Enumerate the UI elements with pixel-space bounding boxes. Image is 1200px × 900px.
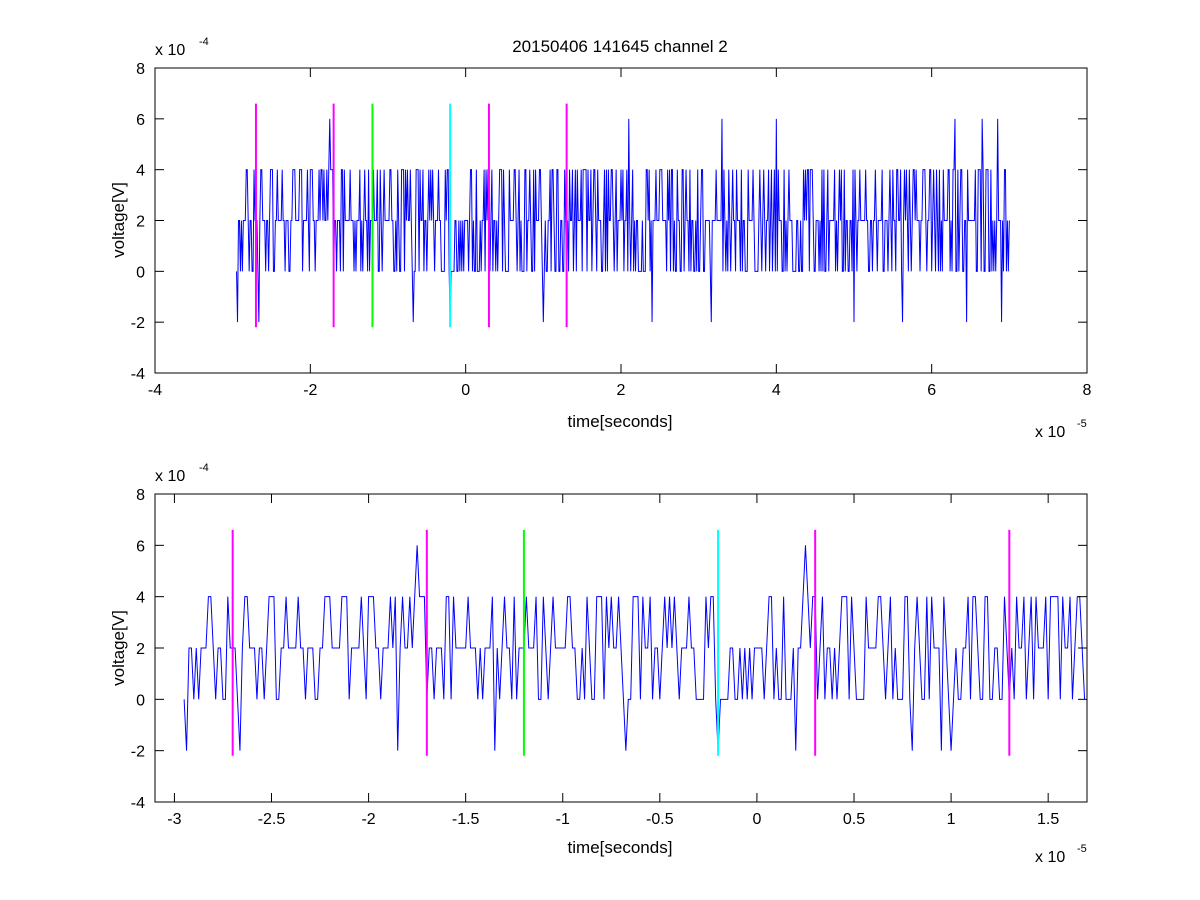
top-x-tick-label: 4 — [772, 382, 781, 399]
top-plot-title: 20150406 141645 channel 2 — [512, 37, 728, 56]
top-x-tick-label: -2 — [303, 382, 317, 399]
top-x-exponent: x 10 -5 — [1035, 418, 1087, 441]
bot-x-tick-label: 0.5 — [843, 811, 865, 828]
bot-x-tick-label: 0 — [752, 811, 761, 828]
bottom-x-exponent-base: x 10 — [1035, 849, 1065, 866]
top-y-exponent-power: -4 — [199, 36, 209, 48]
top-x-axis-label: time[seconds] — [568, 412, 673, 431]
bottom-y-exponent: x 10 -4 — [155, 462, 209, 485]
top-y-ticks: -4 -2 0 2 4 6 8 — [131, 61, 1087, 383]
top-x-exponent-power: -5 — [1077, 418, 1087, 430]
bot-y-tick-label: 8 — [136, 487, 145, 504]
top-y-exponent: x 10 -4 — [155, 36, 209, 59]
bot-y-tick-label: -2 — [131, 744, 145, 761]
top-x-exponent-base: x 10 — [1035, 424, 1065, 441]
bottom-signal-series — [183, 545, 1086, 751]
bot-x-tick-label: -3 — [167, 811, 181, 828]
top-plot: 20150406 141645 channel 2 -4 -2 0 2 4 6 8 -4 -2… — [109, 36, 1092, 441]
bottom-plot: -3 -2.5 -2 -1.5 -1 -0.5 0 0.5 1 1.5 -4 -2 0 2 4 6 8 tim… — [109, 462, 1088, 866]
bot-x-tick-label: 1 — [947, 811, 956, 828]
top-marker-lines — [254, 103, 568, 328]
top-y-tick-label: -2 — [131, 315, 145, 332]
bottom-y-exponent-power: -4 — [199, 462, 209, 474]
top-y-exponent-base: x 10 — [155, 42, 185, 59]
top-signal-series — [236, 118, 1010, 323]
top-y-tick-label: -4 — [131, 366, 145, 383]
bottom-x-ticks: -3 -2.5 -2 -1.5 -1 -0.5 0 0.5 1 1.5 — [167, 494, 1059, 828]
bottom-x-axis-label: time[seconds] — [568, 838, 673, 857]
top-y-tick-label: 6 — [136, 112, 145, 129]
top-x-tick-label: 8 — [1083, 382, 1092, 399]
top-x-tick-label: 0 — [461, 382, 470, 399]
bot-y-tick-label: -4 — [131, 795, 145, 812]
bot-x-tick-label: -2 — [361, 811, 375, 828]
bottom-x-exponent: x 10 -5 — [1035, 843, 1087, 866]
top-x-tick-label: 2 — [617, 382, 626, 399]
bot-y-tick-label: 0 — [136, 692, 145, 709]
bottom-y-axis-label: voltage[V] — [109, 610, 128, 686]
bot-x-tick-label: -2.5 — [258, 811, 286, 828]
bot-y-tick-label: 6 — [136, 538, 145, 555]
bot-signal-line-0 — [183, 545, 1086, 751]
top-y-tick-label: 8 — [136, 61, 145, 78]
top-x-tick-label: -4 — [148, 382, 162, 399]
bottom-y-ticks: -4 -2 0 2 4 6 8 — [131, 487, 1087, 812]
top-y-tick-label: 4 — [136, 163, 145, 180]
bot-x-tick-label: -1.5 — [452, 811, 480, 828]
bot-y-tick-label: 4 — [136, 590, 145, 607]
bot-x-tick-label: 1.5 — [1037, 811, 1059, 828]
top-x-ticks: -4 -2 0 2 4 6 8 — [148, 68, 1092, 399]
top-y-tick-label: 0 — [136, 264, 145, 281]
top-y-tick-label: 2 — [136, 214, 145, 231]
bottom-y-exponent-base: x 10 — [155, 468, 185, 485]
bottom-x-exponent-power: -5 — [1077, 843, 1087, 855]
bot-x-tick-label: -1 — [556, 811, 570, 828]
top-signal-line-0 — [236, 118, 1010, 323]
bot-x-tick-label: -0.5 — [646, 811, 674, 828]
bot-y-tick-label: 2 — [136, 641, 145, 658]
bottom-marker-lines — [231, 529, 1011, 756]
top-x-tick-label: 6 — [927, 382, 936, 399]
top-y-axis-label: voltage[V] — [109, 182, 128, 258]
